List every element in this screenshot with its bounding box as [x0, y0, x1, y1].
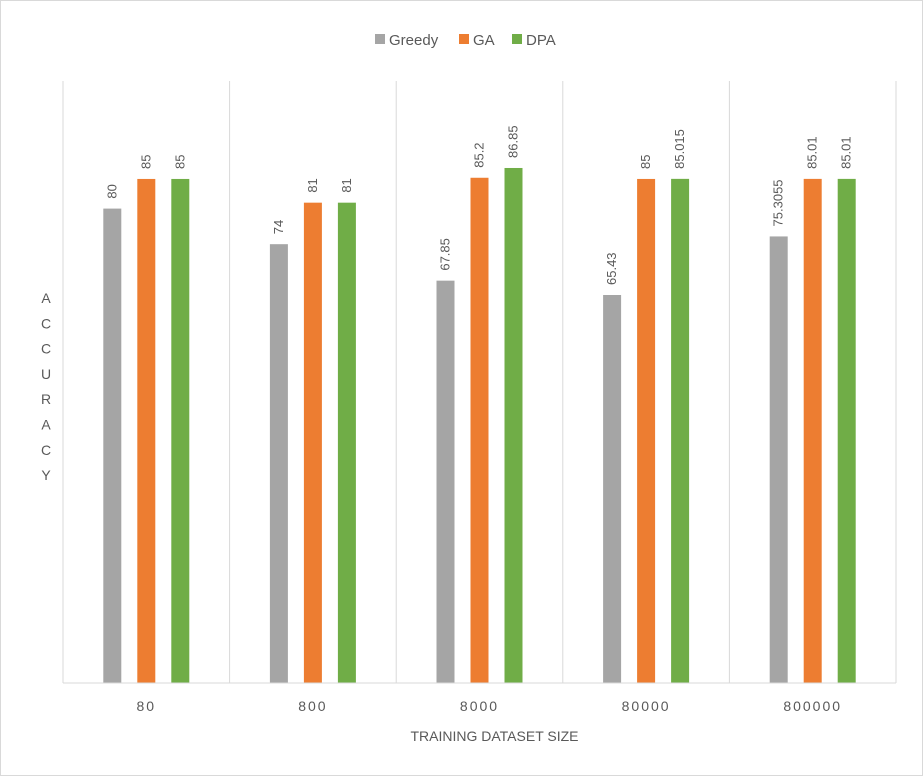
legend-swatch-dpa: [512, 34, 522, 44]
legend-label-dpa: DPA: [526, 32, 556, 49]
x-tick-label-8000: 8000: [460, 698, 499, 714]
data-labels: 80 85 85 74 81 81 67.85 85.2 86.85 65.43 85 85.015 7…: [104, 125, 853, 285]
data-label-dpa-80000: 85.015: [672, 129, 687, 169]
bar-dpa-80000: [671, 178, 690, 683]
data-label-greedy-80: 80: [104, 184, 119, 198]
bar-greedy-800: [269, 244, 288, 683]
data-label-ga-80000: 85: [638, 154, 653, 168]
legend-swatch-greedy: [375, 34, 385, 44]
y-axis-title-letter: C: [41, 341, 51, 357]
x-tick-label-800000: 800000: [783, 698, 842, 714]
bar-ga-800000: [803, 178, 822, 684]
bar-greedy-8000: [436, 280, 455, 683]
data-label-dpa-8000: 86.85: [506, 125, 521, 158]
legend: Greedy GA DPA: [375, 32, 556, 49]
x-axis-title: TRAINING DATASET SIZE: [410, 728, 578, 744]
bar-dpa-80: [171, 178, 190, 683]
data-label-greedy-80000: 65.43: [604, 252, 619, 285]
y-axis-title-letter: A: [41, 290, 51, 306]
x-tick-label-80: 80: [137, 698, 157, 714]
data-label-ga-8000: 85.2: [472, 142, 487, 167]
x-tick-label-80000: 80000: [622, 698, 671, 714]
data-label-greedy-800000: 75.3055: [771, 179, 786, 226]
bar-ga-8000: [470, 177, 489, 683]
x-tick-labels: 80 800 8000 80000 800000: [137, 698, 842, 714]
data-label-dpa-80: 85: [172, 154, 187, 168]
y-axis-title-letter: A: [41, 417, 51, 433]
bar-ga-80: [137, 178, 156, 683]
data-label-ga-800000: 85.01: [805, 136, 820, 169]
y-axis-title-letter: R: [41, 391, 51, 407]
y-axis-title-letter: U: [41, 366, 51, 382]
bar-dpa-800: [337, 202, 356, 684]
data-label-greedy-8000: 67.85: [438, 238, 453, 271]
category-separators: [62, 81, 897, 683]
data-label-ga-80: 85: [138, 154, 153, 168]
bars: [103, 167, 856, 684]
data-label-ga-800: 81: [305, 178, 320, 192]
bar-greedy-80: [103, 208, 122, 683]
legend-label-greedy: Greedy: [389, 32, 439, 49]
bar-dpa-800000: [837, 178, 856, 684]
bar-ga-80000: [637, 178, 656, 683]
bar-ga-800: [303, 202, 322, 684]
bar-greedy-80000: [603, 295, 622, 683]
legend-swatch-ga: [459, 34, 469, 44]
y-axis-title-letter: Y: [41, 467, 51, 483]
data-label-greedy-800: 74: [271, 220, 286, 234]
y-axis-title-letter: C: [41, 442, 51, 458]
bar-greedy-800000: [769, 236, 788, 683]
data-label-dpa-800000: 85.01: [839, 136, 854, 169]
bar-dpa-8000: [504, 167, 523, 684]
legend-label-ga: GA: [473, 32, 495, 49]
x-tick-label-800: 800: [298, 698, 327, 714]
data-label-dpa-800: 81: [339, 178, 354, 192]
y-axis-title-letter: C: [41, 315, 51, 331]
